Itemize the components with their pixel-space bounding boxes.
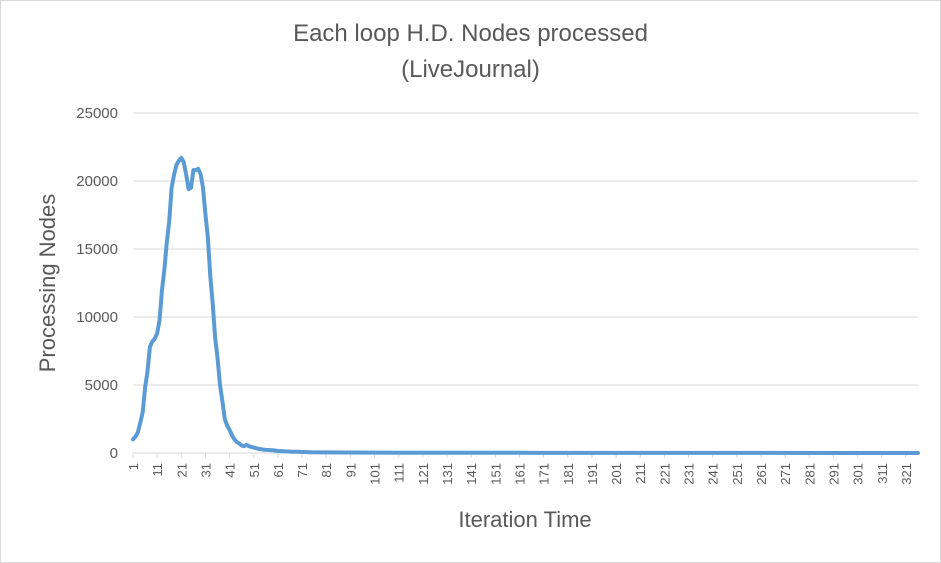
x-tick-label: 241	[706, 463, 721, 485]
x-axis-label: Iteration Time	[458, 507, 591, 532]
x-tick-label: 81	[319, 463, 334, 477]
y-axis-ticks: 0 5000 10000 15000 20000 25000	[76, 105, 118, 462]
chart-subtitle: (LiveJournal)	[401, 56, 540, 83]
x-tick-label: 211	[633, 463, 648, 484]
y-tick-label: 0	[110, 445, 118, 462]
x-tick-label: 311	[875, 463, 890, 484]
x-tick-label: 301	[851, 463, 866, 485]
x-tick-label: 201	[609, 463, 624, 485]
x-tick-label: 171	[537, 463, 552, 485]
x-tick-label: 11	[150, 463, 165, 477]
series-line	[131, 155, 920, 455]
x-tick-label: 181	[561, 463, 576, 485]
y-tick-label: 15000	[76, 241, 118, 258]
x-tick-label: 321	[899, 463, 914, 485]
x-tick-label: 21	[174, 463, 189, 477]
y-tick-label: 10000	[76, 309, 118, 326]
x-tick-label: 141	[464, 463, 479, 485]
series-group	[131, 155, 920, 455]
x-tick-label: 271	[778, 463, 793, 485]
y-tick-label: 25000	[76, 105, 118, 122]
x-tick-label: 281	[802, 463, 817, 485]
y-axis-label: Processing Nodes	[35, 194, 60, 373]
x-tick-label: 31	[198, 463, 213, 477]
x-axis-ticks: 1 11 21 31 41 51 61 71 81 91 101 111 121 131 141 151 161…	[126, 453, 914, 485]
x-tick-label: 261	[754, 463, 769, 485]
x-tick-label: 41	[223, 463, 238, 477]
x-tick-label: 191	[585, 463, 600, 485]
x-tick-label: 251	[730, 463, 745, 485]
gridlines	[133, 112, 918, 454]
x-tick-label: 121	[416, 463, 431, 485]
x-tick-label: 1	[126, 463, 141, 470]
x-tick-label: 131	[440, 463, 455, 485]
chart-title: Each loop H.D. Nodes processed	[293, 20, 648, 47]
x-tick-label: 231	[682, 463, 697, 485]
y-tick-label: 5000	[85, 377, 118, 394]
x-tick-label: 221	[657, 463, 672, 485]
x-tick-label: 71	[295, 463, 310, 477]
x-tick-label: 161	[512, 463, 527, 485]
x-tick-label: 111	[392, 463, 407, 483]
y-tick-label: 20000	[76, 173, 118, 190]
x-tick-label: 61	[271, 463, 286, 477]
x-tick-label: 101	[368, 463, 383, 485]
x-tick-label: 91	[343, 463, 358, 477]
x-tick-label: 51	[247, 463, 262, 477]
x-tick-label: 151	[488, 463, 503, 485]
x-tick-label: 291	[826, 463, 841, 485]
